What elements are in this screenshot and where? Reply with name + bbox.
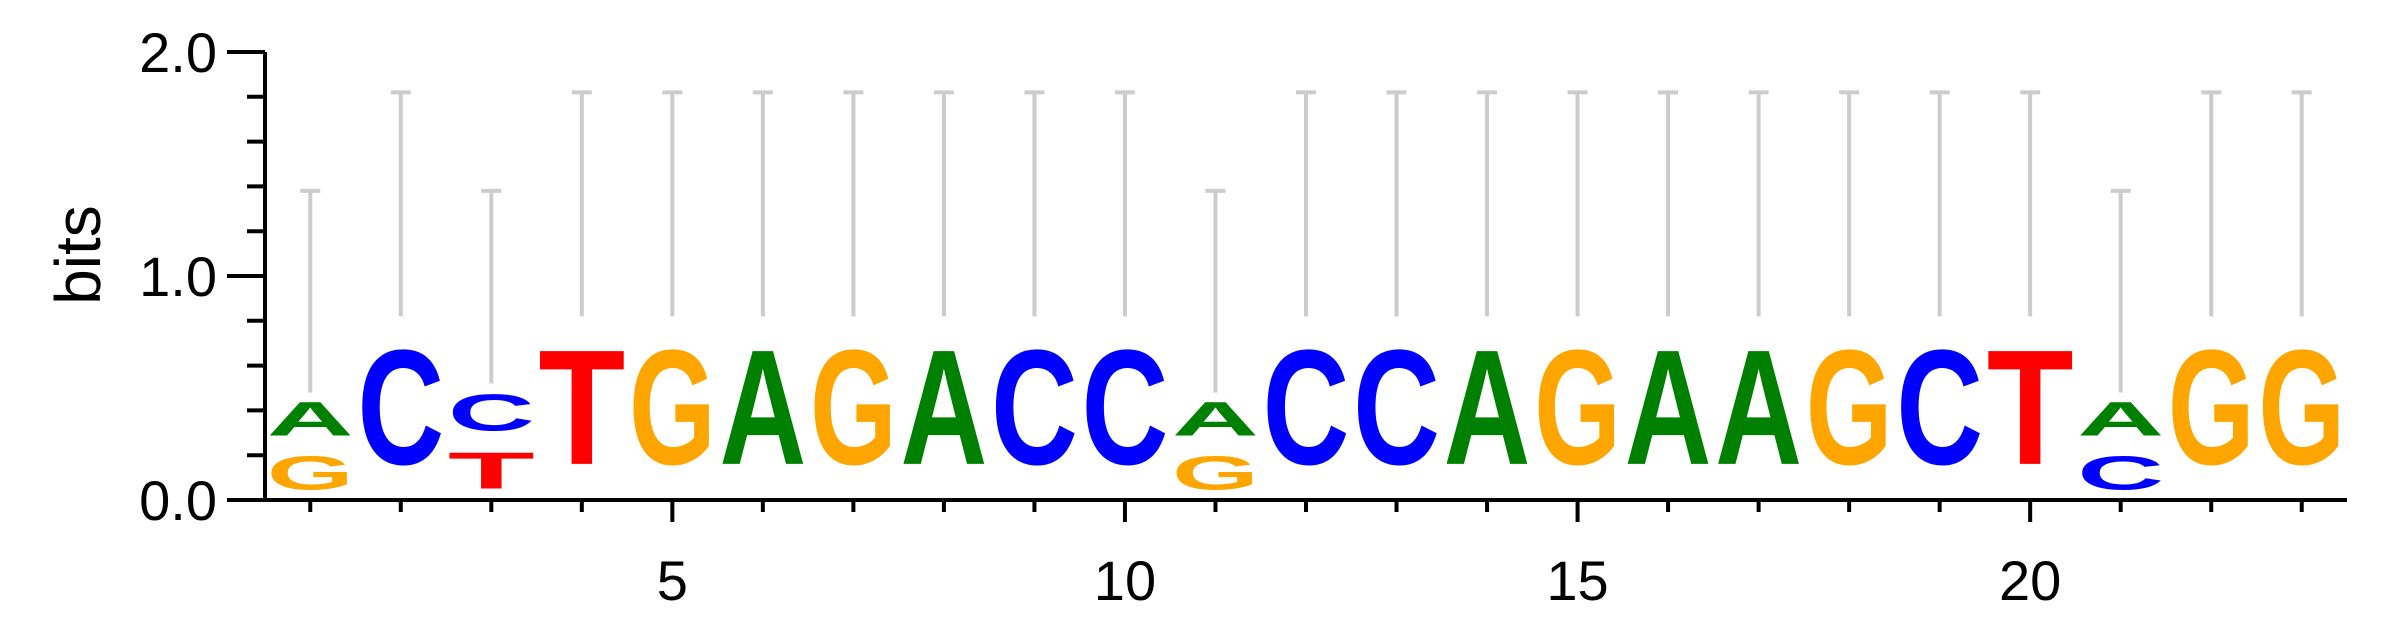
logo-letter-g: G <box>1172 446 1259 500</box>
logo-letter-t: T <box>448 441 535 499</box>
logo-letter-a: A <box>1715 317 1802 499</box>
error-bar <box>1658 90 1679 317</box>
x-tick-label: 5 <box>657 549 688 612</box>
x-tick-label: 10 <box>1094 549 1156 612</box>
error-bar <box>843 90 864 317</box>
error-bar <box>662 90 683 317</box>
error-bar <box>1024 90 1045 317</box>
error-bar <box>1567 90 1588 317</box>
error-bar <box>390 90 411 317</box>
error-bar <box>1386 90 1407 317</box>
logo-letter-g: G <box>810 315 897 499</box>
error-bar <box>2201 90 2222 317</box>
logo-letter-a: A <box>900 317 987 499</box>
logo-letter-a: A <box>719 317 806 499</box>
logo-letter-g: G <box>1534 315 1621 499</box>
logo-letter-g: G <box>629 315 716 499</box>
logo-letter-a: A <box>1444 317 1531 499</box>
error-bar <box>300 188 321 393</box>
y-tick-label: 1.0 <box>139 245 217 308</box>
error-bar <box>1748 90 1769 317</box>
error-bar <box>1929 90 1950 317</box>
error-bars <box>300 90 2312 393</box>
error-bar <box>1477 90 1498 317</box>
y-axis-title: bits <box>42 205 114 305</box>
logo-letter-c: C <box>991 317 1078 499</box>
error-bar <box>2110 188 2131 393</box>
logo-letter-c: C <box>1263 317 1350 499</box>
y-axis: 0.0 1.0 2.0 <box>139 21 267 532</box>
logo-letter-c: C <box>1896 317 1983 499</box>
error-bar <box>571 90 592 317</box>
logo-letters: GA C TC T G A G A C C GA C C A G A A G C T CA G G <box>267 315 2345 500</box>
y-tick-label: 0.0 <box>139 469 217 532</box>
y-tick-label: 2.0 <box>139 21 217 84</box>
logo-letter-g: G <box>2258 315 2345 499</box>
logo-letter-g: G <box>2168 315 2255 499</box>
error-bar <box>2291 90 2312 317</box>
logo-letter-c: C <box>1082 317 1169 499</box>
error-bar <box>2020 90 2041 317</box>
logo-letter-c: C <box>2077 446 2164 499</box>
x-axis: 5 10 15 20 <box>265 498 2347 612</box>
error-bar <box>1296 90 1316 317</box>
axes: 0.0 1.0 2.0 5 10 15 20 <box>139 21 2347 612</box>
error-bar <box>752 90 773 317</box>
logo-letter-c: C <box>1353 317 1440 499</box>
logo-letter-a: A <box>1172 393 1259 446</box>
logo-letter-g: G <box>267 446 354 500</box>
error-bar <box>481 188 502 384</box>
error-bar <box>933 90 954 317</box>
logo-letter-c: C <box>357 317 444 499</box>
error-bar <box>1114 90 1135 317</box>
error-bar <box>1205 188 1226 393</box>
logo-letter-a: A <box>267 393 354 446</box>
logo-letter-t: T <box>1987 315 2074 499</box>
logo-letter-t: T <box>538 315 625 499</box>
logo-letter-c: C <box>448 383 535 441</box>
x-tick-label: 20 <box>1999 549 2061 612</box>
logo-letter-a: A <box>1625 317 1712 499</box>
error-bar <box>1839 90 1860 317</box>
x-tick-label: 15 <box>1546 549 1608 612</box>
logo-letter-g: G <box>1806 315 1893 499</box>
logo-letter-a: A <box>2077 393 2164 446</box>
